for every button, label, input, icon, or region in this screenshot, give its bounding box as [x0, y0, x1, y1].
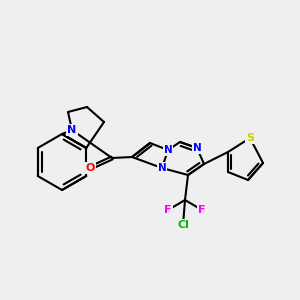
Text: N: N [158, 163, 166, 173]
Text: F: F [198, 205, 206, 215]
Text: O: O [85, 163, 95, 173]
Text: Cl: Cl [177, 220, 189, 230]
Text: N: N [193, 143, 201, 153]
Text: N: N [164, 145, 172, 155]
Text: F: F [164, 205, 172, 215]
Text: S: S [246, 133, 254, 143]
Text: N: N [68, 125, 76, 135]
